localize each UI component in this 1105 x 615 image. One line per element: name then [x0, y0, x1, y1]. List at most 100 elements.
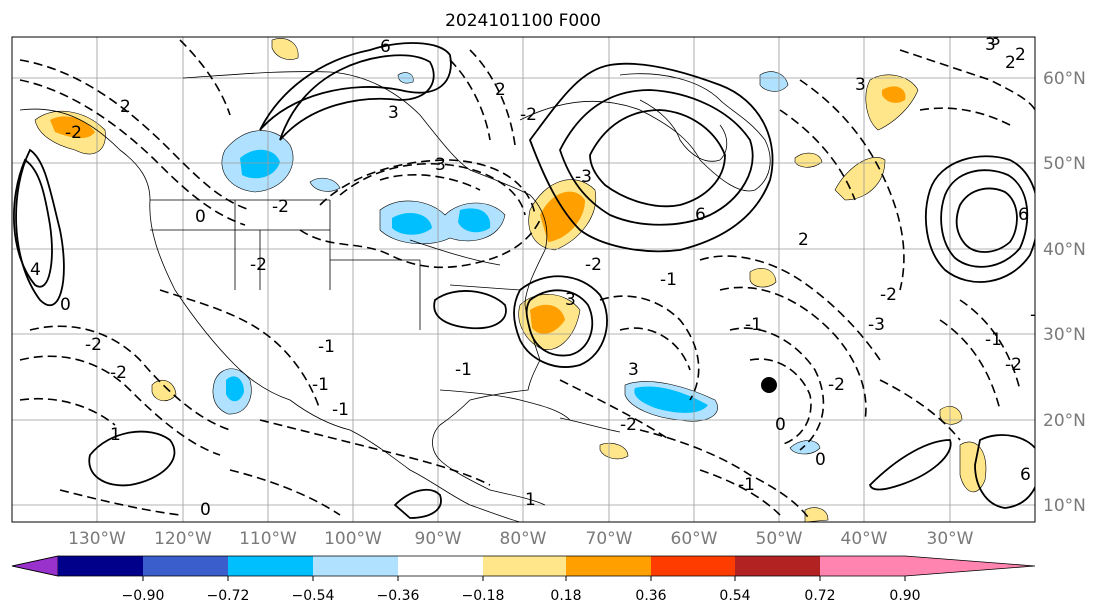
colorbar-ticks — [142, 576, 906, 581]
lat-label: 20°N — [1043, 411, 1086, 431]
graticule — [12, 37, 1035, 522]
contour-label: 4 — [30, 260, 41, 280]
contour-label: 0 — [815, 450, 826, 470]
positive-region-small-4 — [151, 379, 177, 401]
contour-label: 0 — [60, 295, 71, 315]
lon-label: 100°W — [324, 529, 382, 549]
contour-label: -1 — [312, 375, 329, 395]
contour-label: 0 — [200, 500, 211, 520]
contour-label: -2 — [250, 255, 267, 275]
colorbar-tick-label: 0.36 — [635, 588, 666, 604]
contour-label: -2 — [85, 335, 102, 355]
contour-label: 6 — [695, 205, 706, 225]
contour-label: 0 — [195, 207, 206, 227]
contour-label: -2 — [1005, 355, 1022, 375]
lat-label: 40°N — [1043, 240, 1086, 260]
colorbar-tick-label: −0.90 — [122, 588, 165, 604]
colorbar-segment — [398, 556, 483, 576]
longitude-labels: 130°W 120°W 110°W 100°W 90°W 80°W 70°W 6… — [68, 529, 974, 549]
lon-label: 70°W — [586, 529, 633, 549]
contour-label: 3 — [565, 290, 576, 310]
colorbar-segment — [566, 556, 651, 576]
contour-label: -1 — [318, 337, 335, 357]
colorbar-segment — [820, 556, 905, 576]
contour-label: 3 — [990, 30, 1001, 50]
contour-label: -2 — [585, 255, 602, 275]
contour-label: 6 — [1020, 465, 1031, 485]
colorbar-tick-label: −0.72 — [207, 588, 250, 604]
positive-region-small-5 — [599, 442, 629, 460]
lon-label: 120°W — [154, 529, 212, 549]
lat-label: 10°N — [1043, 496, 1086, 516]
contour-label: -2 — [1030, 305, 1047, 325]
contour-label: -3 — [575, 167, 592, 187]
map-panel: 6 6 2 3 3 4 -2 0 3 -2 -1 -2 2 -2 2 -2 -1… — [11, 30, 1047, 523]
contour-label: 3 — [985, 35, 996, 55]
contour-label: -1 — [660, 270, 677, 290]
negative-region-north-atlantic — [759, 71, 789, 92]
location-marker — [761, 377, 777, 393]
contour-label: -1 — [985, 330, 1002, 350]
contour-label: 6 — [1018, 205, 1029, 225]
positive-region-small-8 — [804, 507, 829, 522]
contour-label: -2 — [620, 415, 637, 435]
contour-label: 2 — [1015, 45, 1026, 65]
lon-label: 60°W — [671, 529, 718, 549]
negative-region-small-2 — [789, 440, 821, 455]
negative-region-great-lakes-core — [392, 213, 432, 235]
colorbar-tick-label: 0.18 — [550, 588, 581, 604]
map-frame — [11, 36, 1036, 523]
colorbar-tick-label: −0.54 — [292, 588, 335, 604]
positive-region-iceland-core — [882, 86, 906, 103]
lat-label: 30°N — [1043, 325, 1086, 345]
positive-region-small-1 — [271, 38, 299, 60]
negative-region-atlantic-core — [634, 386, 708, 413]
lon-label: 90°W — [415, 529, 462, 549]
contour-label: 2 — [495, 80, 506, 100]
contour-label: -3 — [868, 315, 885, 335]
contour-label: -2 — [520, 105, 537, 125]
positive-region-small-3 — [959, 441, 987, 493]
lat-label: 60°N — [1043, 69, 1086, 89]
colorbar-tick-label: −0.36 — [377, 588, 420, 604]
colorbar-segment — [228, 556, 313, 576]
latitude-labels: 60°N 50°N 40°N 30°N 20°N 10°N — [1043, 69, 1086, 516]
contour-label: 0 — [775, 415, 786, 435]
positive-region-small-7 — [794, 152, 823, 168]
figure-title: 2024101100 F000 — [445, 11, 601, 31]
contour-label: 2 — [798, 230, 809, 250]
colorbar-arrow-high — [905, 556, 1035, 576]
contour-label: -2 — [272, 197, 289, 217]
contour-label: -1 — [455, 360, 472, 380]
colorbar-tick-label: 0.54 — [719, 588, 750, 604]
colorbar-tick-label: 0.90 — [889, 588, 920, 604]
colorbar-segment — [58, 556, 143, 576]
contour-label: 2 — [1005, 53, 1016, 73]
contour-labels: 6 6 2 3 3 4 -2 0 3 -2 -1 -2 2 -2 2 -2 -1… — [30, 30, 1047, 520]
lon-label: 30°W — [927, 529, 974, 549]
lon-label: 50°W — [756, 529, 803, 549]
contour-label: -1 — [745, 315, 762, 335]
contour-label: 2 — [120, 97, 131, 117]
contour-label: 6 — [380, 37, 391, 57]
colorbar-segment — [483, 556, 566, 576]
positive-region-east-coast-core — [540, 191, 585, 242]
contour-label: 3 — [628, 360, 639, 380]
contours — [13, 39, 1035, 521]
negative-region-small-3 — [309, 177, 341, 192]
colorbar-tick-label: −0.18 — [462, 588, 505, 604]
lon-label: 40°W — [841, 529, 888, 549]
colorbar-segment — [651, 556, 735, 576]
negative-region-mexico-core — [226, 376, 244, 402]
positive-region-carolinas-core — [530, 304, 565, 334]
contour-label: 3 — [388, 103, 399, 123]
colorbar-segment — [735, 556, 820, 576]
shaded-regions — [34, 38, 987, 522]
contour-label: -2 — [880, 285, 897, 305]
lat-label: 50°N — [1043, 154, 1086, 174]
contour-label: -2 — [110, 363, 127, 383]
contour-label: -2 — [828, 375, 845, 395]
colorbar-segment — [143, 556, 228, 576]
contour-label: 1 — [110, 425, 121, 445]
